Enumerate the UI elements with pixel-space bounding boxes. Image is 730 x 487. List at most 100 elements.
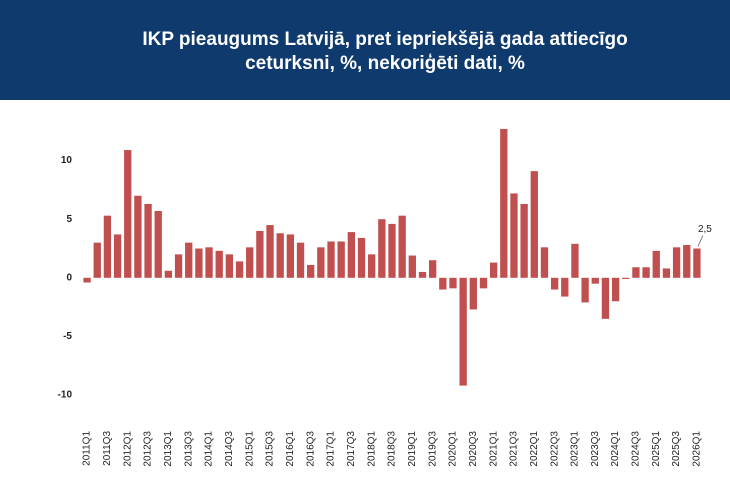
bar — [581, 277, 589, 303]
bar — [164, 270, 173, 278]
bar — [479, 277, 488, 289]
bar — [235, 261, 244, 278]
bar — [642, 267, 650, 278]
bar — [520, 203, 528, 278]
bar — [662, 268, 671, 278]
y-tick-label: -10 — [58, 390, 73, 401]
x-tick-label: 2024Q3 — [631, 431, 642, 467]
bar — [378, 219, 386, 278]
y-tick-label: -5 — [63, 331, 72, 342]
bar — [510, 193, 518, 278]
bar — [469, 277, 477, 310]
bar — [550, 277, 559, 290]
bar — [174, 254, 183, 278]
x-tick-label: 2024Q1 — [610, 431, 621, 467]
y-tick-label: 0 — [66, 272, 72, 283]
bar — [124, 150, 132, 278]
x-tick-label: 2015Q3 — [265, 431, 276, 467]
bar — [286, 234, 295, 278]
bar — [439, 277, 447, 290]
y-tick-label: 10 — [61, 155, 73, 166]
x-tick-label: 2025Q1 — [651, 431, 662, 467]
bar — [134, 195, 142, 278]
bar — [83, 277, 91, 283]
bar — [408, 255, 416, 278]
x-tick-label: 2017Q3 — [346, 431, 357, 467]
x-tick-label: 2025Q3 — [671, 431, 682, 467]
x-tick-label: 2012Q1 — [122, 431, 133, 467]
bar — [317, 247, 325, 278]
bar — [601, 277, 610, 319]
x-tick-label: 2022Q3 — [549, 431, 560, 467]
bar — [256, 230, 264, 278]
bar — [500, 128, 508, 278]
y-tick-label: 5 — [66, 214, 72, 225]
x-tick-label: 2020Q3 — [468, 431, 479, 467]
header: IKP pieaugums Latvijā, pret iepriekšējā … — [0, 0, 730, 100]
x-tick-label: 2020Q1 — [448, 431, 459, 467]
x-tick-label: 2022Q1 — [529, 431, 540, 467]
x-tick-label: 2019Q1 — [407, 431, 418, 467]
chart-title: IKP pieaugums Latvijā, pret iepriekšējā … — [142, 29, 628, 74]
x-tick-label: 2021Q1 — [488, 431, 499, 467]
bar — [154, 210, 162, 278]
x-tick-label: 2021Q3 — [509, 431, 520, 467]
bar — [103, 215, 112, 278]
bar — [591, 277, 599, 284]
bar — [693, 248, 701, 278]
bar — [571, 243, 579, 278]
bar — [530, 171, 538, 278]
bar — [398, 215, 406, 278]
x-tick-label: 2017Q1 — [326, 431, 337, 467]
bar — [337, 241, 345, 278]
bar — [459, 277, 467, 386]
bar — [246, 247, 254, 278]
bar — [622, 277, 630, 279]
bar — [388, 223, 396, 278]
bar — [368, 254, 376, 278]
bar — [632, 267, 640, 278]
bar — [561, 277, 569, 297]
x-tick-label: 2013Q1 — [163, 431, 174, 467]
bar — [347, 232, 356, 278]
x-tick-label: 2014Q1 — [204, 431, 215, 467]
bar — [113, 234, 122, 278]
bar — [215, 250, 223, 278]
bar — [652, 250, 660, 278]
bar — [672, 247, 681, 278]
x-tick-label: 2023Q3 — [590, 431, 601, 467]
bar — [144, 203, 152, 278]
bar — [540, 247, 549, 278]
x-tick-label: 2023Q1 — [570, 431, 581, 467]
bar — [449, 277, 457, 289]
bar — [93, 242, 101, 278]
bar — [296, 242, 305, 278]
x-tick-label: 2011Q1 — [82, 431, 93, 466]
bar — [266, 225, 274, 278]
bar — [683, 244, 691, 278]
x-tick-label: 2014Q3 — [224, 431, 235, 467]
bar — [185, 242, 193, 278]
x-tick-label: 2012Q3 — [143, 431, 154, 467]
x-tick-label: 2026Q1 — [692, 431, 703, 467]
x-tick-label: 2011Q3 — [102, 431, 113, 466]
x-tick-label: 2019Q3 — [427, 431, 438, 467]
bar — [357, 237, 366, 278]
bar — [489, 262, 498, 278]
value-label: 2,5 — [698, 224, 712, 235]
bar — [418, 271, 427, 278]
x-tick-label: 2018Q3 — [387, 431, 398, 467]
bar — [276, 233, 284, 278]
x-tick-label: 2013Q3 — [183, 431, 194, 467]
x-tick-label: 2018Q1 — [366, 431, 377, 467]
bar — [195, 248, 203, 278]
bar — [205, 247, 213, 278]
x-tick-label: 2015Q1 — [244, 431, 255, 467]
bar — [327, 241, 335, 278]
bar — [611, 277, 620, 302]
bar — [428, 260, 437, 278]
bar — [225, 254, 234, 278]
x-tick-label: 2016Q3 — [305, 431, 316, 467]
bar — [307, 264, 315, 278]
